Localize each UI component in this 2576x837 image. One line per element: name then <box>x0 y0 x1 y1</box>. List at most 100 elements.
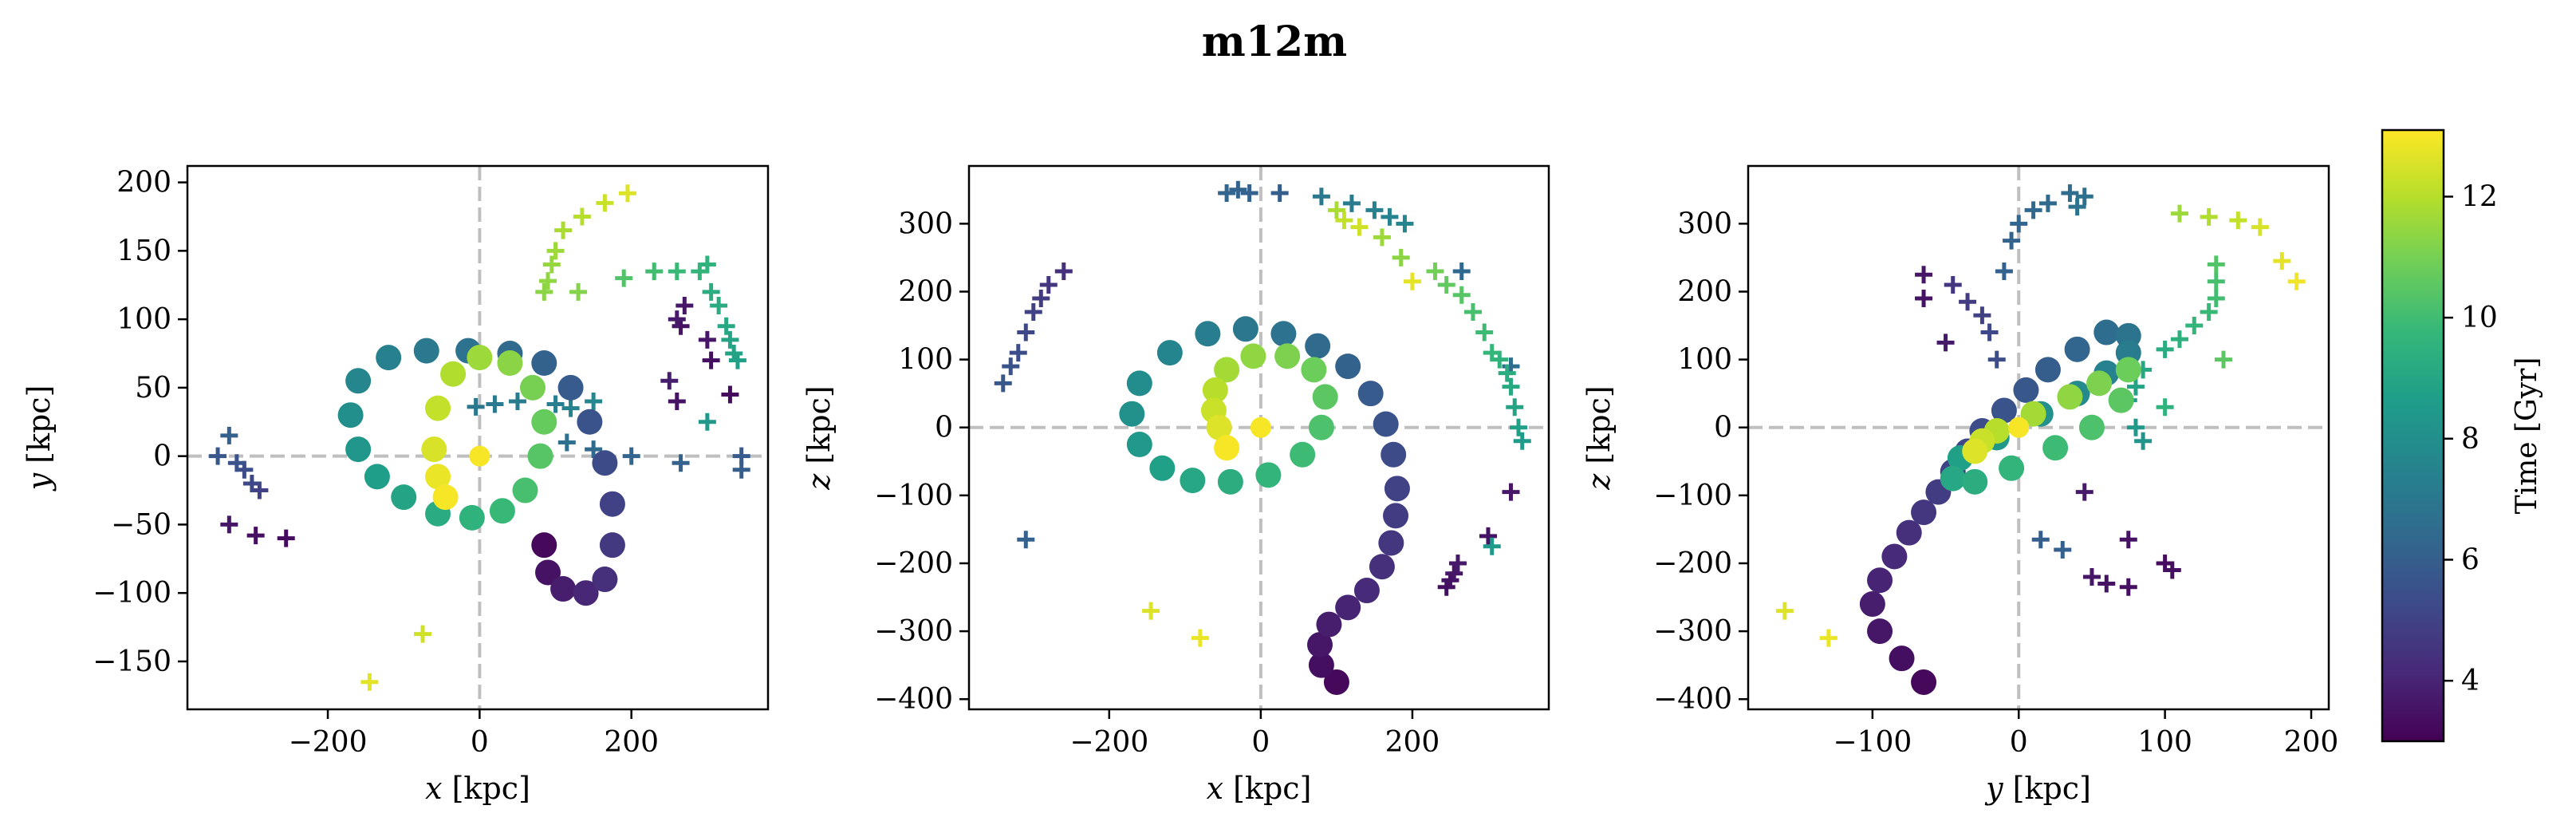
satellite-point <box>615 269 633 287</box>
host-orbit-point <box>1881 543 1908 570</box>
satellite-point <box>1002 357 1020 376</box>
host-orbit-point <box>1214 435 1240 461</box>
y-tick-label: 200 <box>898 275 953 308</box>
satellite-point <box>1312 188 1330 206</box>
axes-frame <box>1747 164 2330 711</box>
host-orbit-point <box>497 350 523 377</box>
host-orbit-point <box>1255 462 1282 488</box>
satellite-point <box>2038 194 2057 212</box>
satellite-point <box>1229 180 1247 199</box>
satellite-point <box>702 351 720 369</box>
satellite-point <box>1915 266 1933 284</box>
satellite-point <box>717 317 735 335</box>
satellite-point <box>360 673 379 691</box>
host-orbit-point <box>1991 397 2017 424</box>
host-orbit-point <box>2086 370 2113 397</box>
y-tick-label: 0 <box>935 412 953 444</box>
y-tick-label: −100 <box>93 577 171 610</box>
host-orbit-point <box>1305 333 1331 359</box>
host-orbit-point <box>1353 578 1380 604</box>
host-orbit-point <box>1316 611 1342 638</box>
y-tick-label: 0 <box>153 440 171 473</box>
host-orbit-point <box>2057 384 2083 410</box>
satellite-point <box>660 372 679 390</box>
host-orbit-point <box>1999 455 2025 481</box>
satellite-point <box>546 395 565 413</box>
host-orbit-point <box>1373 411 1399 437</box>
y-tick-label: −50 <box>111 508 171 541</box>
host-orbit-point <box>1308 652 1334 678</box>
host-orbit-point <box>531 350 557 377</box>
y-tick-label: 300 <box>1677 207 1732 240</box>
y-tick-label: −400 <box>1653 683 1732 716</box>
satellite-point <box>209 447 227 465</box>
satellite-point <box>725 345 743 363</box>
host-orbit-point <box>599 532 625 559</box>
host-orbit-point <box>1911 499 1937 526</box>
satellite-point <box>1403 272 1421 290</box>
satellite-point <box>1506 398 1524 417</box>
satellite-point <box>2126 418 2145 436</box>
y-axis-label: y [kpc] <box>22 385 57 492</box>
satellite-point <box>596 194 614 212</box>
host-orbit-point <box>425 395 451 421</box>
panel-yz: −100 0 100 200 −400 −300 −200 −100 0 100 200 300 y [… <box>1581 164 2338 806</box>
satellite-point <box>732 460 750 479</box>
host-orbit-point <box>489 498 515 524</box>
host-orbit-point <box>557 374 584 401</box>
host-orbit-point <box>599 491 625 517</box>
host-orbit-point <box>592 567 618 593</box>
satellite-point <box>2207 255 2225 274</box>
x-tick-label: −100 <box>1833 726 1912 759</box>
host-orbit-point <box>1859 591 1885 618</box>
host-orbit-point <box>1119 401 1145 427</box>
satellite-point <box>1483 537 1501 555</box>
satellite-point <box>2068 198 2086 216</box>
satellite-point <box>1054 262 1073 280</box>
satellite-point <box>2200 303 2218 322</box>
satellite-point <box>1039 275 1058 294</box>
x-tick-label: 0 <box>2010 726 2028 759</box>
satellite-point <box>2156 340 2174 358</box>
panel-xy: −200 0 200 −150 −100 −50 0 50 100 150 200 x [kpc] y … <box>22 164 770 806</box>
satellite-point <box>1335 211 1353 230</box>
host-orbit-point <box>1126 432 1152 458</box>
colorbar-tick-label: 10 <box>2461 302 2498 334</box>
satellite-point <box>1502 377 1520 396</box>
host-orbit-point <box>2078 414 2105 440</box>
satellite-point <box>467 397 485 416</box>
host-orbit-point <box>1940 465 1966 492</box>
host-orbit-point <box>391 484 417 511</box>
y-tick-label: −200 <box>874 547 953 580</box>
satellite-point <box>1350 218 1369 236</box>
host-center-point <box>1250 417 1271 438</box>
host-orbit-point <box>519 374 546 401</box>
y-tick-label: 200 <box>1677 275 1732 308</box>
satellite-point <box>2163 561 2181 579</box>
host-orbit-point <box>1962 468 1988 495</box>
host-orbit-point <box>459 504 485 531</box>
host-center-point <box>2008 417 2030 438</box>
satellite-point <box>2207 289 2225 307</box>
satellite-point <box>1944 275 1962 294</box>
satellite-point <box>554 221 573 239</box>
y-tick-label: −150 <box>93 646 171 678</box>
satellite-point <box>585 440 603 459</box>
satellite-point <box>246 527 265 545</box>
x-tick-label: −200 <box>1069 726 1148 759</box>
satellite-point <box>508 393 526 411</box>
satellite-point <box>698 330 716 349</box>
satellite-point <box>1452 286 1471 304</box>
host-orbit-point <box>1889 646 1915 672</box>
host-orbit-point <box>413 338 439 364</box>
y-tick-label: 100 <box>1677 344 1732 377</box>
satellite-point <box>1396 215 1414 233</box>
satellite-point <box>622 447 640 465</box>
satellite-point <box>668 393 686 411</box>
host-orbit-point <box>1274 343 1301 369</box>
host-orbit-point <box>1312 384 1338 410</box>
satellite-point <box>1936 334 1955 352</box>
host-orbit-point <box>2020 401 2046 427</box>
y-tick-label: 0 <box>1714 412 1732 444</box>
satellite-point <box>1218 184 1236 203</box>
